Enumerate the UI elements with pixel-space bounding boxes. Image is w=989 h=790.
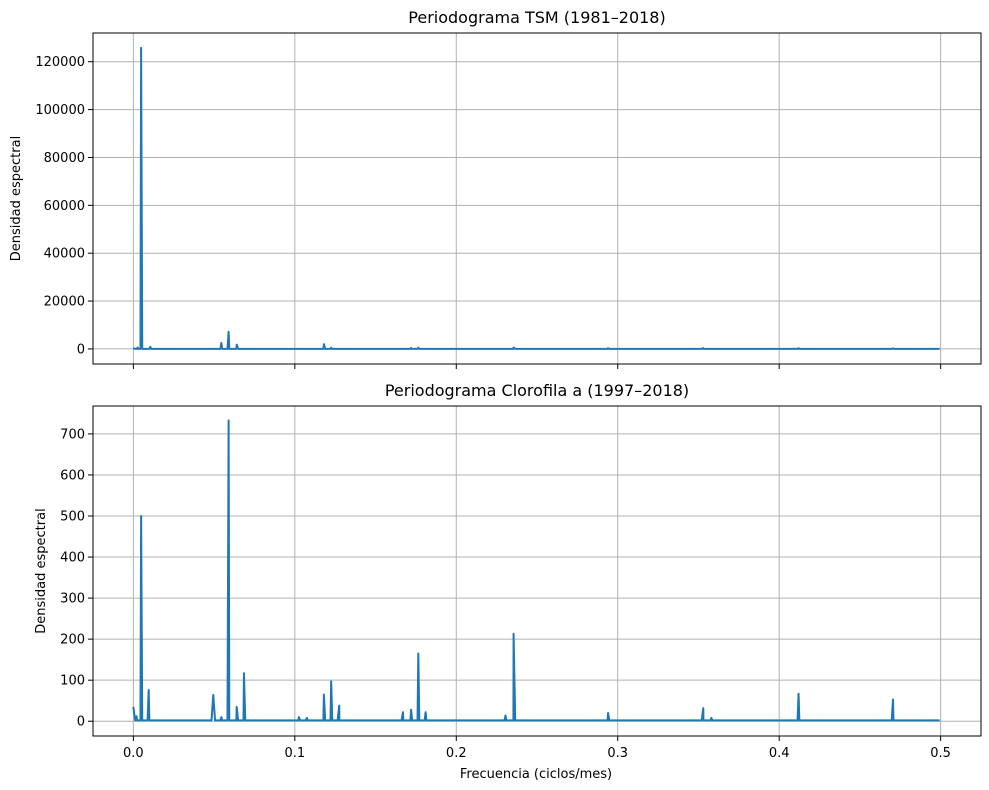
y-axis-label: Densidad espectral xyxy=(9,136,24,261)
y-tick-label: 600 xyxy=(60,468,85,483)
y-tick-label: 120000 xyxy=(35,55,85,70)
x-tick-label: 0.0 xyxy=(123,746,144,761)
x-tick-label: 0.2 xyxy=(446,746,467,761)
plot-frame xyxy=(92,405,982,737)
x-tick-label: 0.3 xyxy=(607,746,628,761)
spectral-density-line xyxy=(132,46,940,350)
x-tick-label: 0.1 xyxy=(284,746,305,761)
y-tick-label: 0 xyxy=(77,715,85,730)
chart-title: Periodograma TSM (1981–2018) xyxy=(408,8,665,27)
y-tick-label: 400 xyxy=(60,551,85,566)
spectral-density-line xyxy=(132,419,940,722)
y-tick-label: 20000 xyxy=(44,295,85,310)
y-tick-label: 500 xyxy=(60,510,85,525)
chart-title: Periodograma Clorofila a (1997–2018) xyxy=(385,381,689,400)
plot-frame xyxy=(92,32,982,365)
y-axis-label: Densidad espectral xyxy=(34,508,49,633)
y-tick-label: 100000 xyxy=(35,103,85,118)
y-tick-label: 60000 xyxy=(44,199,85,214)
y-tick-label: 0 xyxy=(77,342,85,357)
x-tick-label: 0.4 xyxy=(769,746,790,761)
x-tick-label: 0.5 xyxy=(930,746,951,761)
x-axis-label: Frecuencia (ciclos/mes) xyxy=(460,767,612,782)
chlorophyll-periodogram-panel: 0.0 0.1 0.2 0.3 0.4 0.5 0 100 200 300 400 500 600 700… xyxy=(34,381,982,761)
y-tick-label: 200 xyxy=(60,633,85,648)
y-tick-label: 700 xyxy=(60,427,85,442)
y-tick-label: 300 xyxy=(60,592,85,607)
y-tick-label: 100 xyxy=(60,674,85,689)
y-tick-label: 80000 xyxy=(44,151,85,166)
y-tick-label: 40000 xyxy=(44,247,85,262)
tsm-periodogram-panel: 0 20000 40000 60000 80000 100000 120000 Periodo… xyxy=(9,8,982,369)
